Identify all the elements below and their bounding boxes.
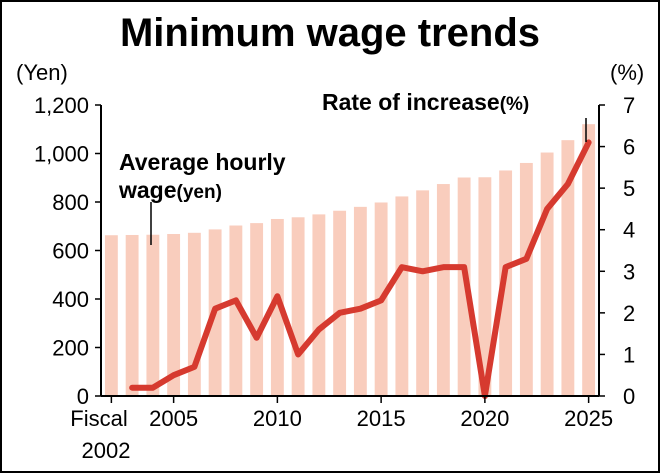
bar-2002 [104,235,118,396]
left-axis-unit: (Yen) [16,60,68,85]
left-tick-label: 0 [77,384,89,409]
line-series-label: Rate of increase(%) [322,89,529,115]
bar-2009 [250,223,264,396]
right-axis-unit: (%) [610,60,644,85]
left-tick-label: 1,000 [34,142,89,167]
bar-2024 [561,140,575,396]
x-tick-label: 2025 [564,406,613,431]
line-series-label-unit: (%) [500,94,530,115]
left-tick-label: 1,200 [34,93,89,118]
left-tick-label: 200 [52,336,89,361]
bar-series-group [104,124,596,396]
bar-2005 [167,234,181,396]
bar-2018 [436,184,450,396]
bar-2017 [416,190,430,396]
bar-2003 [125,234,139,396]
left-tick-label: 400 [52,287,89,312]
bar-2025 [582,124,596,396]
x-tick-label: 2020 [460,406,509,431]
bar-2019 [457,177,471,396]
bar-2008 [229,225,243,396]
bar-2004 [146,234,160,396]
right-tick-label: 0 [623,384,635,409]
bar-2020 [478,177,492,396]
x-axis-ticks: 2005 2010 2015 2020 2025 [110,396,613,431]
right-tick-label: 3 [623,259,635,284]
bar-2016 [395,196,409,396]
x-tick-label: 2005 [149,406,198,431]
bar-series-label-unit: (yen) [177,182,222,203]
right-tick-label: 6 [623,135,635,160]
bar-series-label: Average hourly [119,149,286,175]
right-tick-label: 7 [623,93,635,118]
right-tick-label: 4 [623,218,635,243]
bar-2022 [519,162,533,396]
left-tick-label: 600 [52,239,89,264]
x-first-label: Fiscal [70,406,127,431]
bar-2011 [291,217,305,396]
bar-2023 [540,152,554,396]
x-tick-label: 2010 [253,406,302,431]
right-tick-label: 5 [623,176,635,201]
left-axis-ticks: 0 200 400 600 800 1,000 1,200 [34,93,101,409]
x-tick-label: 2015 [357,406,406,431]
bar-2010 [270,218,284,396]
bar-2012 [312,214,326,396]
bar-2014 [353,206,367,396]
chart-title: Minimum wage trends [120,11,540,55]
x-first-label-year: 2002 [82,438,131,463]
right-tick-label: 1 [623,342,635,367]
bar-2013 [333,210,347,396]
bar-series-label-line2: wage(yen) [118,177,222,203]
line-series-label-main: Rate of increase [322,89,500,115]
left-tick-label: 800 [52,190,89,215]
right-tick-label: 2 [623,301,635,326]
right-axis-ticks: 0 1 2 3 4 5 6 7 [599,93,635,409]
bar-series-label-main: wage [118,177,177,203]
